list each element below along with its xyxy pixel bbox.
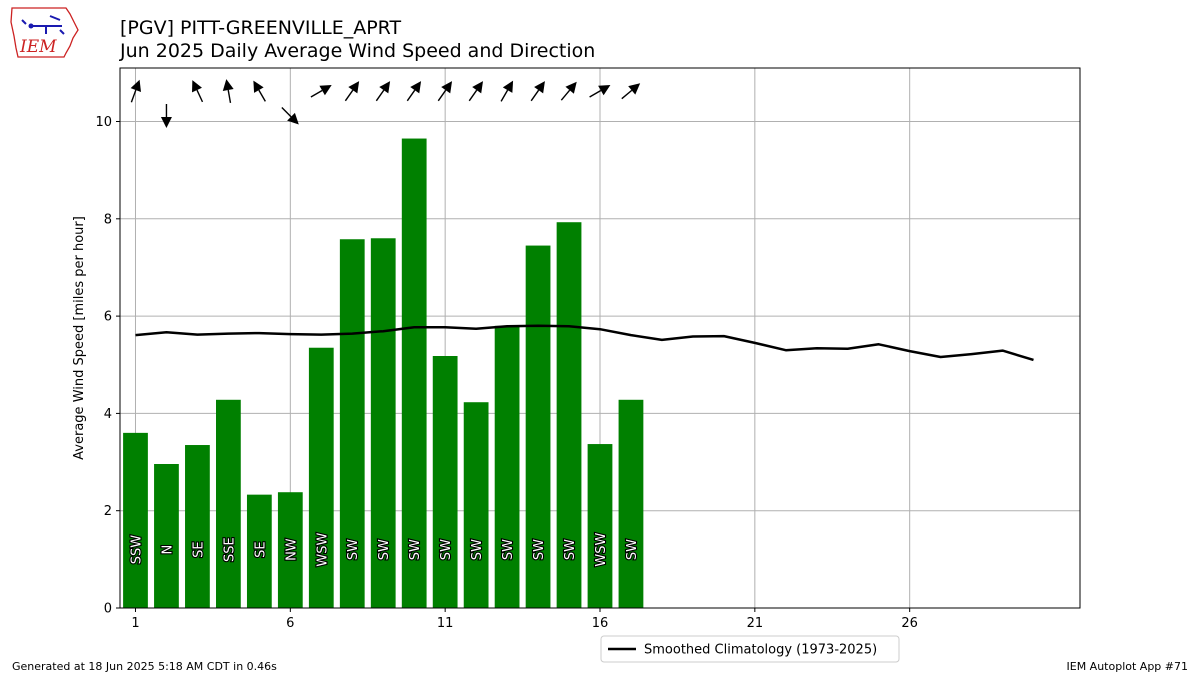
speed-bar bbox=[246, 494, 272, 608]
iowa-outline-icon bbox=[10, 7, 79, 58]
wind-arrow-head bbox=[565, 81, 577, 94]
wind-arrow-shaft bbox=[406, 89, 416, 102]
wind-arrow-shaft bbox=[468, 89, 478, 102]
wind-arrow-head bbox=[287, 112, 299, 125]
speed-bar bbox=[216, 399, 241, 608]
speed-bar bbox=[401, 138, 427, 609]
wind-arrow-shaft bbox=[621, 89, 633, 100]
y-tick-label: 10 bbox=[95, 115, 112, 130]
direction-label: SW bbox=[501, 539, 516, 560]
x-tick-label: 11 bbox=[437, 616, 454, 631]
wind-arrow-head bbox=[130, 79, 141, 92]
wind-arrow-head bbox=[410, 81, 422, 94]
direction-label: SE bbox=[253, 541, 268, 557]
bar-layer bbox=[123, 138, 644, 609]
speed-bar bbox=[463, 402, 489, 608]
speed-bar bbox=[154, 464, 179, 608]
wind-arrow-shaft bbox=[130, 89, 137, 103]
direction-label: SW bbox=[439, 539, 454, 560]
direction-label: SW bbox=[346, 539, 361, 560]
wind-arrow-head bbox=[160, 117, 172, 128]
direction-label: SW bbox=[563, 539, 578, 560]
logo-wind-symbol bbox=[21, 15, 65, 35]
wind-arrow-shaft bbox=[196, 89, 204, 103]
direction-label: SE bbox=[191, 541, 206, 557]
x-tick-label: 26 bbox=[901, 616, 918, 631]
wind-arrow-shaft bbox=[437, 89, 447, 102]
wind-arrow-head bbox=[472, 81, 484, 94]
wind-arrow-shaft bbox=[375, 89, 385, 102]
wind-arrow-head bbox=[441, 81, 453, 94]
speed-bar bbox=[339, 239, 365, 609]
wind-arrow-head bbox=[598, 85, 611, 96]
speed-bar bbox=[123, 432, 148, 608]
footer-app: IEM Autoplot App #71 bbox=[1066, 660, 1189, 673]
wind-arrow-head bbox=[379, 81, 391, 94]
speed-bar bbox=[370, 238, 396, 608]
wind-arrow-head bbox=[534, 81, 545, 94]
y-tick-label: 0 bbox=[104, 602, 112, 617]
climatology-layer bbox=[135, 324, 1034, 362]
arrow-layer bbox=[130, 79, 641, 128]
direction-label: SSW bbox=[129, 535, 144, 565]
legend-box bbox=[600, 635, 900, 663]
direction-label-layer: SSW N SE SSE SE NW WSW SW SW SW SW SW SW SW SW WSW SW bbox=[128, 531, 641, 567]
chart-title-line1: [PGV] PITT-GREENVILLE_APRT bbox=[120, 17, 402, 39]
direction-label: N bbox=[160, 545, 175, 555]
legend-label: Smoothed Climatology (1973-2025) bbox=[644, 643, 877, 658]
wind-arrow-shaft bbox=[530, 89, 540, 102]
direction-label: SSE bbox=[222, 537, 237, 562]
wind-arrow-shaft bbox=[227, 89, 232, 103]
direction-label: SW bbox=[625, 539, 640, 560]
iem-logo: IEM bbox=[10, 7, 79, 58]
speed-bar bbox=[308, 347, 334, 608]
wind-arrow-head bbox=[253, 80, 264, 93]
wind-arrow-head bbox=[348, 81, 360, 94]
direction-label: NW bbox=[284, 538, 299, 561]
y-tick-label: 6 bbox=[104, 310, 112, 325]
direction-label: WSW bbox=[594, 533, 609, 567]
wind-arrow-shaft bbox=[281, 107, 292, 118]
wind-arrow-shaft bbox=[344, 89, 354, 102]
speed-bar bbox=[277, 492, 303, 608]
direction-label: WSW bbox=[315, 533, 330, 567]
speed-bar bbox=[587, 444, 613, 608]
direction-label: SW bbox=[377, 539, 392, 560]
y-axis-label: Average Wind Speed [miles per hour] bbox=[72, 216, 87, 460]
x-tick-label: 1 bbox=[131, 616, 139, 631]
speed-bar bbox=[556, 222, 582, 608]
speed-bar bbox=[525, 245, 551, 608]
wind-arrow-shaft bbox=[500, 89, 509, 102]
footer-generated: Generated at 18 Jun 2025 5:18 AM CDT in … bbox=[12, 660, 277, 673]
wind-arrow-shaft bbox=[310, 89, 323, 98]
direction-label: SW bbox=[408, 539, 423, 560]
wind-arrow-shaft bbox=[589, 89, 602, 98]
wind-arrow-head bbox=[192, 80, 202, 93]
x-tick-label: 16 bbox=[592, 616, 609, 631]
x-tick-label: 6 bbox=[286, 616, 294, 631]
direction-label: SW bbox=[470, 539, 485, 560]
speed-bar bbox=[494, 325, 520, 608]
wind-arrow-shaft bbox=[560, 89, 571, 101]
wind-arrow-head bbox=[628, 83, 641, 95]
chart-title-line2: Jun 2025 Daily Average Wind Speed and Di… bbox=[120, 40, 596, 62]
wind-arrow-head bbox=[222, 79, 234, 91]
y-tick-label: 2 bbox=[104, 504, 112, 519]
wind-arrow-shaft bbox=[258, 89, 266, 102]
speed-bar bbox=[618, 399, 644, 608]
x-tick-label: 21 bbox=[747, 616, 764, 631]
wind-arrow-head bbox=[502, 80, 514, 93]
logo-text: IEM bbox=[19, 37, 57, 57]
speed-bar bbox=[432, 356, 458, 608]
direction-label: SW bbox=[532, 539, 547, 560]
y-tick-label: 8 bbox=[104, 212, 112, 227]
legend: Smoothed Climatology (1973-2025) bbox=[600, 635, 900, 663]
y-tick-label: 4 bbox=[104, 407, 112, 422]
logo-dot bbox=[28, 23, 34, 29]
speed-bar bbox=[185, 445, 210, 608]
climatology-line bbox=[135, 324, 1034, 362]
wind-arrow-head bbox=[319, 85, 332, 96]
